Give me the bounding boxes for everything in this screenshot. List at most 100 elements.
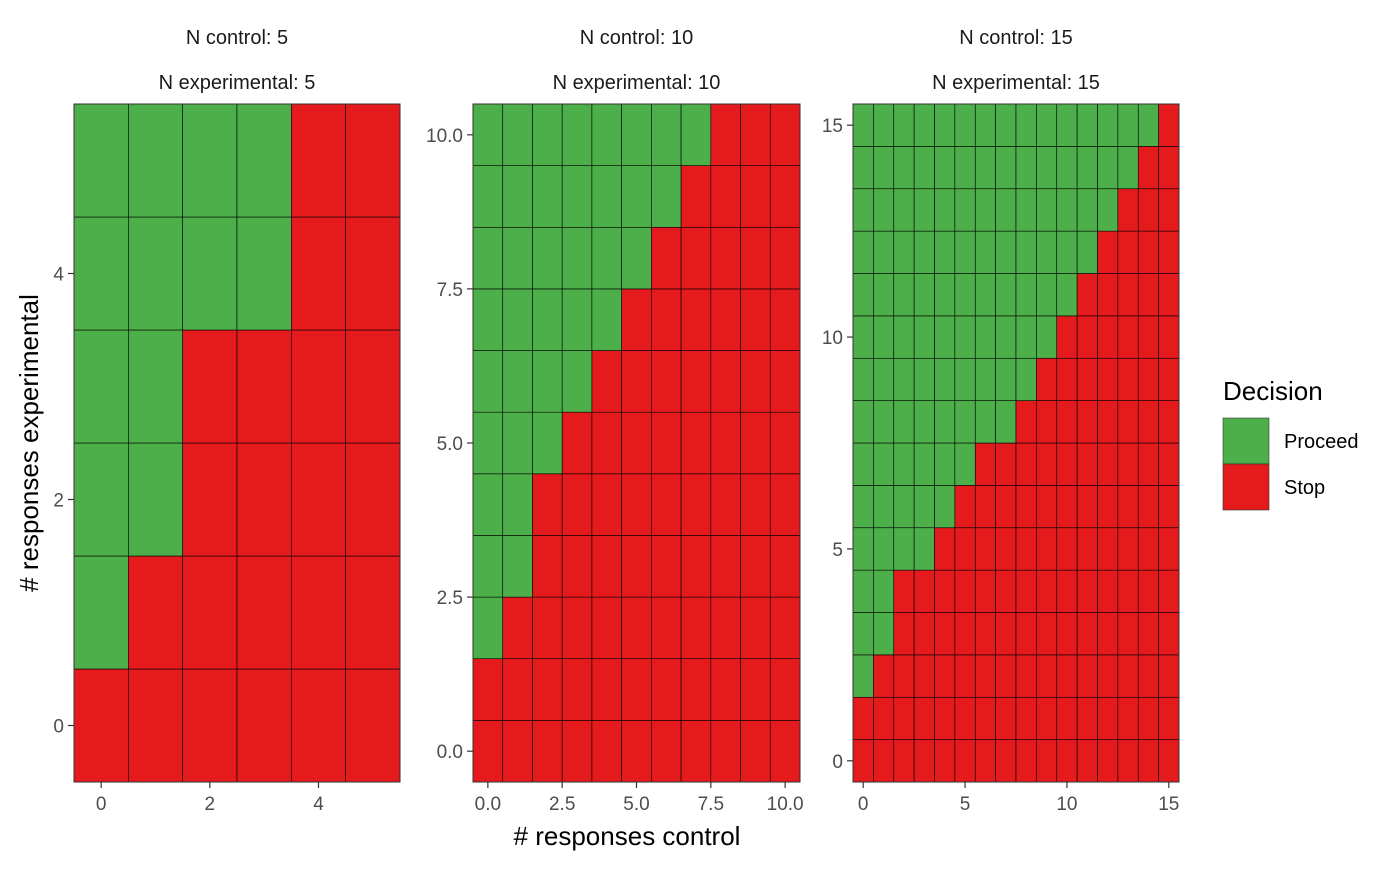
tile-stop-c14-e13 [1137,188,1159,232]
tile-stop-c10-e5 [769,411,801,475]
tile-stop-c12-e7 [1097,442,1119,486]
tile-proceed-c4-e14 [934,146,956,190]
tile-proceed-c12-e14 [1097,146,1119,190]
tile-stop-c10-e7 [1056,442,1078,486]
y-tick-label: 10 [822,328,843,349]
tile-stop-c9-e0 [1036,739,1058,783]
tile-proceed-c2-e8 [532,226,563,290]
tile-stop-c7-e3 [680,535,712,598]
tile-stop-c5-e0 [345,668,401,783]
tile-stop-c10-e4 [769,473,801,536]
tile-proceed-c9-e13 [1036,188,1058,232]
tile-stop-c13-e4 [1117,569,1139,613]
tile-stop-c3-e1 [561,658,593,721]
tile-proceed-c3-e12 [913,230,935,274]
tile-proceed-c7-e14 [995,146,1017,190]
tile-stop-c5-e3 [345,329,401,444]
tile-proceed-c4-e13 [934,188,956,232]
tile-proceed-c12-e15 [1097,103,1119,147]
tile-stop-c11-e11 [1076,273,1098,317]
tile-stop-c6-e0 [651,720,682,783]
tile-stop-c0-e1 [472,658,504,721]
tile-proceed-c3-e6 [913,485,935,529]
tile-stop-c2-e0 [532,720,563,783]
tile-stop-c14-e6 [1137,485,1159,529]
tile-stop-c7-e4 [995,569,1017,613]
tile-proceed-c0-e7 [472,288,504,351]
tile-proceed-c5-e14 [954,146,976,190]
tile-stop-c10-e3 [1056,612,1078,656]
tile-proceed-c9-e15 [1036,103,1058,147]
tile-proceed-c1-e7 [502,288,533,351]
tile-stop-c8-e3 [1015,612,1037,656]
tile-stop-c1-e0 [873,739,895,783]
tile-proceed-c2-e10 [893,315,915,359]
tile-proceed-c0-e2 [852,654,874,698]
tile-proceed-c4-e15 [934,103,956,147]
strip-label-control: N control: 5 [186,27,288,49]
tile-proceed-c10-e15 [1056,103,1078,147]
tile-stop-c15-e13 [1158,188,1180,232]
tile-stop-c10-e1 [769,658,801,721]
tile-stop-c7-e7 [995,442,1017,486]
tile-stop-c8-e5 [710,411,741,475]
tile-stop-c1-e2 [873,654,895,698]
tile-stop-c11-e10 [1076,315,1098,359]
x-tick-label: 15 [1158,794,1179,815]
tile-stop-c14-e5 [1137,527,1159,571]
tile-proceed-c7-e10 [680,103,712,166]
tile-stop-c8-e7 [1015,442,1037,486]
x-tick-label: 7.5 [698,794,724,815]
tile-stop-c14-e14 [1137,146,1159,190]
tile-stop-c10-e9 [1056,357,1078,401]
strip-label-control: N control: 10 [580,27,693,49]
tile-stop-c2-e0 [182,668,238,783]
y-tick-label: 2.5 [437,588,463,609]
tile-stop-c1-e1 [128,555,183,670]
tile-proceed-c4-e11 [934,273,956,317]
tile-stop-c11-e4 [1076,569,1098,613]
tile-proceed-c2-e15 [893,103,915,147]
tile-proceed-c2-e6 [532,350,563,413]
y-tick-label: 7.5 [437,280,463,301]
tile-stop-c15-e9 [1158,357,1180,401]
tile-stop-c5-e4 [621,473,652,536]
tile-stop-c15-e4 [1158,569,1180,613]
tile-proceed-c5-e8 [621,226,652,290]
tile-stop-c15-e10 [1158,315,1180,359]
tile-stop-c5-e0 [954,739,976,783]
tile-proceed-c7-e15 [995,103,1017,147]
tile-stop-c10-e7 [769,288,801,351]
tile-stop-c10-e4 [1056,569,1078,613]
tile-proceed-c2-e8 [893,400,915,444]
tile-stop-c8-e4 [710,473,741,536]
tile-stop-c10-e8 [769,226,801,290]
tile-proceed-c7-e11 [995,273,1017,317]
y-tick-label: 0 [832,752,843,773]
tile-proceed-c2-e4 [182,216,238,331]
tile-proceed-c1-e12 [873,230,895,274]
tile-proceed-c5-e7 [954,442,976,486]
tile-stop-c3-e2 [913,654,935,698]
tile-stop-c12-e3 [1097,612,1119,656]
tile-stop-c12-e8 [1097,400,1119,444]
tile-stop-c11-e7 [1076,442,1098,486]
tile-proceed-c4-e8 [591,226,622,290]
tile-proceed-c1-e13 [873,188,895,232]
tile-proceed-c6-e12 [974,230,996,274]
tile-stop-c10-e6 [769,350,801,413]
tile-proceed-c1-e9 [502,165,533,228]
tile-stop-c12-e4 [1097,569,1119,613]
tile-stop-c6-e5 [651,411,682,475]
tile-stop-c12-e1 [1097,696,1119,740]
tile-stop-c13-e13 [1117,188,1139,232]
tile-stop-c7-e7 [680,288,712,351]
tile-stop-c3-e3 [913,612,935,656]
tile-proceed-c1-e11 [873,273,895,317]
tile-proceed-c0-e14 [852,146,874,190]
tile-stop-c1-e2 [502,596,533,660]
tile-proceed-c8-e13 [1015,188,1037,232]
tile-proceed-c1-e5 [502,411,533,475]
tile-stop-c11-e6 [1076,485,1098,529]
tile-stop-c10-e10 [1056,315,1078,359]
